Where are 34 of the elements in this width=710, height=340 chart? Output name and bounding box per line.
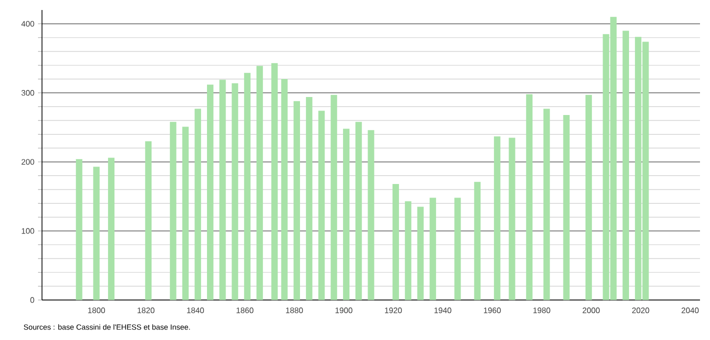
bar	[281, 79, 288, 300]
bar	[194, 108, 202, 300]
bar	[182, 126, 189, 300]
bar	[145, 141, 152, 300]
bar	[474, 182, 481, 300]
bar	[219, 80, 226, 300]
bar	[271, 63, 278, 300]
bar	[244, 72, 251, 300]
bar	[93, 166, 100, 300]
bar	[563, 114, 570, 300]
bar	[508, 138, 516, 300]
bar	[526, 94, 533, 300]
bar	[454, 198, 461, 300]
bar	[585, 94, 592, 300]
bar	[343, 128, 350, 300]
bar	[392, 184, 399, 300]
bar	[355, 122, 362, 300]
bar	[622, 30, 630, 300]
bar	[494, 136, 500, 300]
bar	[430, 198, 436, 300]
bar	[417, 206, 424, 300]
bar	[318, 110, 325, 300]
bar	[294, 101, 300, 300]
bar	[404, 201, 412, 300]
bar	[368, 130, 374, 300]
bar	[108, 158, 114, 300]
bar	[330, 94, 338, 300]
bar	[256, 66, 263, 300]
bar	[170, 122, 176, 300]
bar	[232, 83, 238, 300]
bar	[543, 108, 550, 300]
bar	[76, 159, 82, 300]
bar	[306, 97, 312, 300]
bar	[206, 84, 214, 300]
